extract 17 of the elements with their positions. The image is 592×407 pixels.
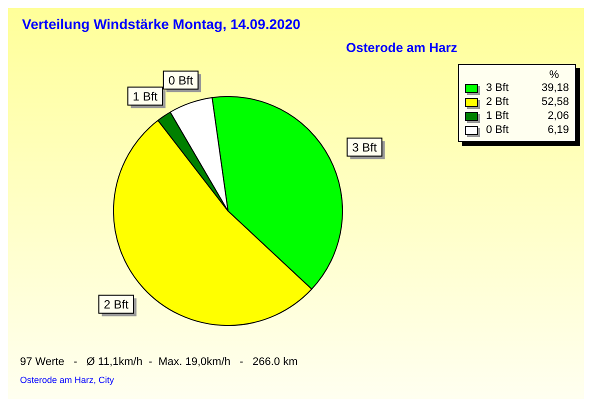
legend-label: 2 Bft xyxy=(486,96,510,108)
data-label: 52,58 xyxy=(540,96,569,108)
text: 97 Werte - Ø 11,1km/h - Max. 19,0km/h - 266.0 km xyxy=(20,356,298,368)
data-label: 6,19 xyxy=(546,124,569,136)
data-label: 2,06 xyxy=(546,110,569,122)
legend-label: 3 Bft xyxy=(486,82,510,94)
text: Osterode am Harz, City xyxy=(20,375,114,385)
legend-label: 0 Bft xyxy=(486,124,510,136)
chart-subtitle: Osterode am Harz xyxy=(346,40,458,55)
slice-label: 0 Bft xyxy=(168,73,194,88)
slice-label: 1 Bft xyxy=(132,89,158,104)
data-label: 39,18 xyxy=(540,82,569,94)
chart-title: Verteilung Windstärke Montag, 14.09.2020 xyxy=(22,16,300,32)
legend-label: 1 Bft xyxy=(486,110,510,122)
slice-label: 2 Bft xyxy=(104,298,130,312)
slice-label: 3 Bft xyxy=(352,140,378,154)
legend-title: % xyxy=(548,69,560,81)
